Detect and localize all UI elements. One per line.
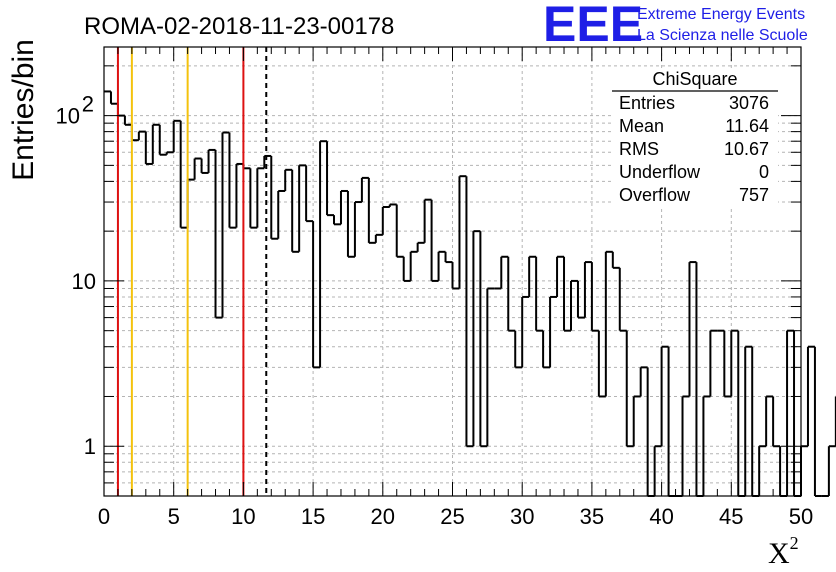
x-tick-label: 15 <box>301 504 325 529</box>
ticks <box>103 47 802 497</box>
grid <box>104 47 801 497</box>
bars <box>104 90 836 497</box>
x-tick-label: 20 <box>371 504 395 529</box>
eee-logo: EEE Extreme Energy Events La Scienza nel… <box>543 0 808 52</box>
y-axis-title: Entries/bin <box>7 39 40 181</box>
stats-title: ChiSquare <box>652 69 737 89</box>
x-tick-label: 45 <box>719 504 743 529</box>
x-tick-label: 25 <box>440 504 464 529</box>
y-tick-label: 1 <box>84 434 96 459</box>
stats-value: 757 <box>739 185 769 205</box>
x-tick-label: 50 <box>789 504 813 529</box>
logo-line-1: Extreme Energy Events <box>637 6 805 23</box>
y-tick-label-exponent: 2 <box>82 92 94 117</box>
y-tick-label: 10 <box>56 104 80 129</box>
x-tick-label: 5 <box>168 504 180 529</box>
x-tick-label: 0 <box>98 504 110 529</box>
x-tick-labels: 0 5 10 15 20 25 30 35 40 45 50 <box>98 504 813 529</box>
logo-mark: EEE <box>543 0 643 52</box>
stats-box: ChiSquare Entries 3076 Mean 11.64 RMS 10.67 Un… <box>612 69 778 206</box>
x-axis-title: X2 <box>768 533 799 570</box>
stats-label: RMS <box>619 139 659 159</box>
stats-rows: Entries 3076 Mean 11.64 RMS 10.67 Underflow 0 Ov… <box>619 93 769 205</box>
y-tick-label: 10 <box>72 269 96 294</box>
x-tick-label: 40 <box>649 504 673 529</box>
stats-label: Mean <box>619 116 664 136</box>
stats-label: Underflow <box>619 162 701 182</box>
vertical-lines <box>116 47 268 496</box>
x-tick-label: 30 <box>510 504 534 529</box>
stats-value: 10.67 <box>724 139 769 159</box>
stats-box-background <box>612 69 778 206</box>
stats-value: 0 <box>759 162 769 182</box>
stats-label: Overflow <box>619 185 691 205</box>
stats-value: 3076 <box>729 93 769 113</box>
stats-label: Entries <box>619 93 675 113</box>
logo-line-2: La Scienza nelle Scuole <box>637 27 808 44</box>
x-tick-label: 10 <box>231 504 255 529</box>
chart-title: ROMA-02-2018-11-23-00178 <box>84 13 394 40</box>
stats-value: 11.64 <box>725 116 769 136</box>
x-tick-label: 35 <box>580 504 604 529</box>
